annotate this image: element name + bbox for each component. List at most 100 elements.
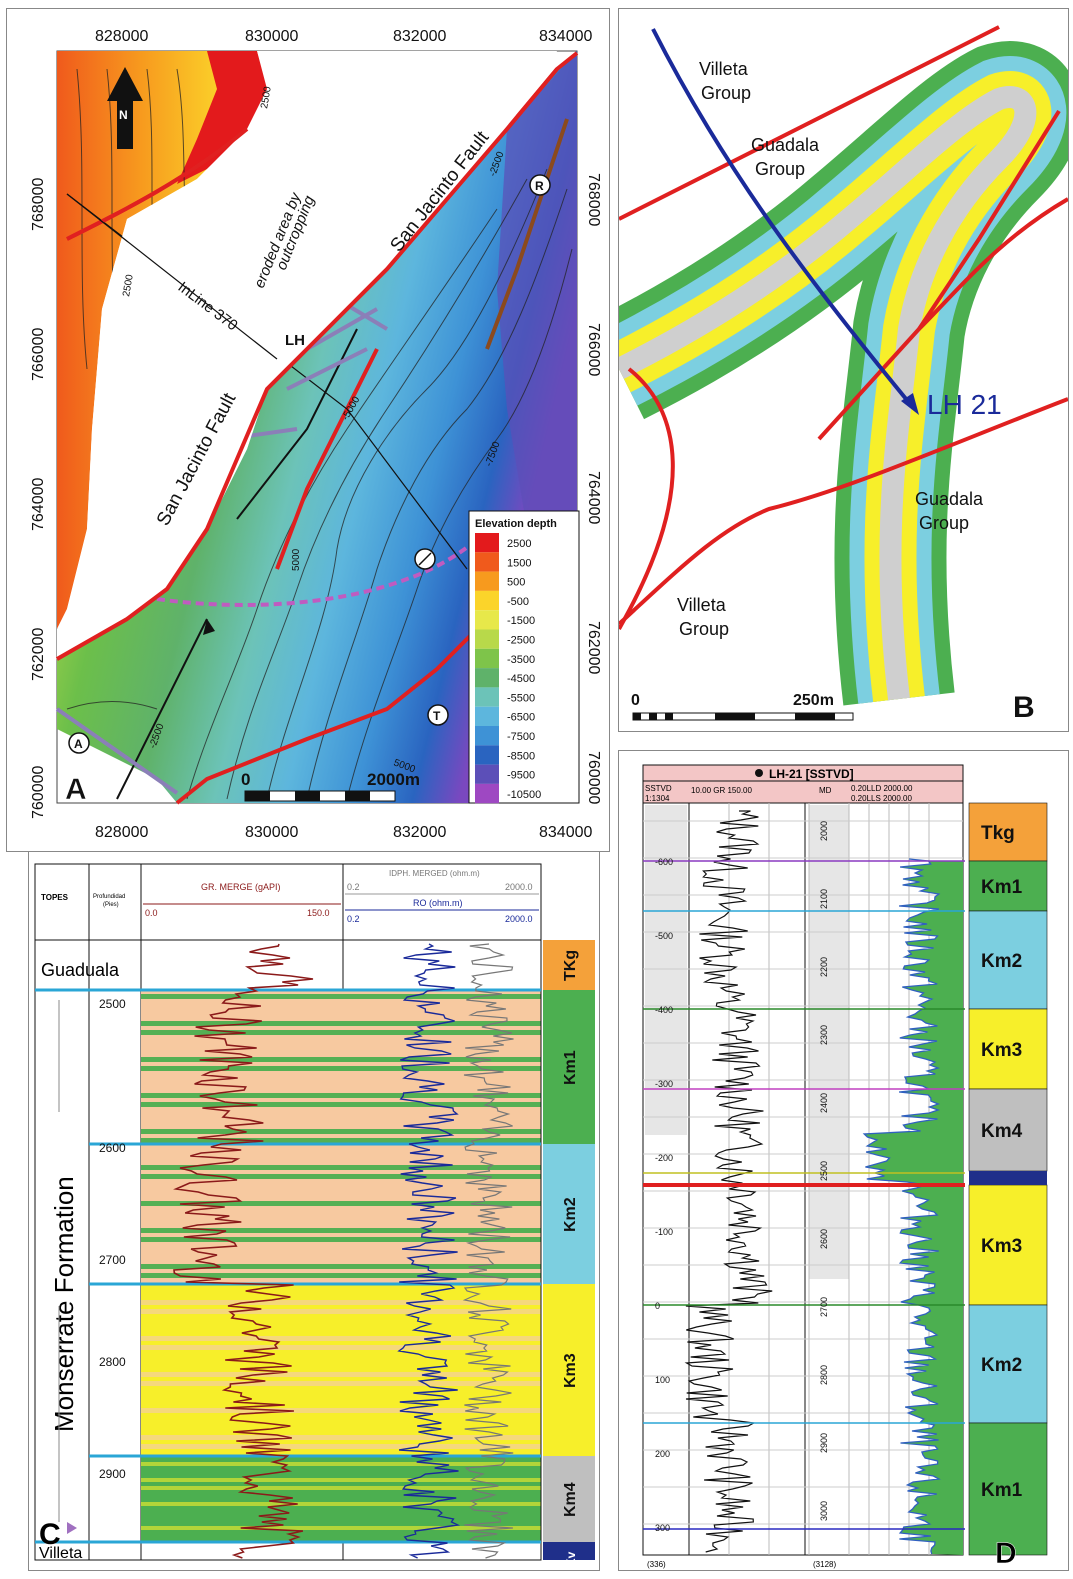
- marker-triangle-icon: [67, 1522, 77, 1534]
- well-label: LH 21: [927, 389, 1002, 420]
- zone-label: Tkg: [981, 823, 1015, 844]
- depth-2900: 2900: [99, 1467, 126, 1481]
- legend-label: 500: [507, 577, 525, 589]
- gr-min: 0.0: [145, 908, 158, 918]
- d-bottom-left: (336): [647, 1560, 666, 1569]
- panel-b-cross-section: LH 21 Villeta Group Guadala Group Guadal…: [618, 8, 1069, 732]
- elevation-legend: Elevation depth 2500 1500 500 -500 -1500 -250…: [469, 511, 579, 803]
- y-tick-left-5: 760000: [30, 766, 47, 819]
- guadala-top-2: Group: [755, 159, 805, 179]
- depth-2700: 2700: [99, 1253, 126, 1267]
- idph-title: IDPH. MERGED (ohm.m): [389, 869, 480, 878]
- zone-label: Km4: [981, 1121, 1023, 1142]
- x-tick-bottom-1: 828000: [95, 824, 148, 841]
- x-tick-top-1: 828000: [95, 28, 148, 45]
- marker-well-symbol: [415, 549, 435, 569]
- ro-max: 2000.0: [505, 914, 533, 924]
- legend-swatch: [475, 572, 499, 591]
- log-d-title: LH-21 [SSTVD]: [769, 767, 854, 781]
- y-tick-right-2: 766000: [585, 323, 602, 376]
- legend-swatch: [475, 687, 499, 706]
- x-tick-bottom-3: 832000: [393, 824, 446, 841]
- legend-swatch: [475, 668, 499, 687]
- marker-t: T: [428, 705, 448, 725]
- zone-label: Km1: [981, 1480, 1023, 1501]
- md-tick: 2700: [819, 1297, 829, 1317]
- zone-label: Km2: [562, 1197, 579, 1232]
- y-tick-left-3: 764000: [30, 478, 47, 531]
- sstvd-tick: 100: [655, 1375, 670, 1385]
- legend-swatch: [475, 765, 499, 784]
- legend-label: -3500: [507, 654, 535, 666]
- legend-label: -7500: [507, 731, 535, 743]
- h-lld: 0.20LLD 2000.00: [851, 784, 913, 793]
- x-tick-top-3: 832000: [393, 28, 446, 45]
- villeta-bottom-2: Group: [679, 619, 729, 639]
- legend-label: -1500: [507, 615, 535, 627]
- depth-2800: 2800: [99, 1355, 126, 1369]
- marker-r-label: R: [535, 179, 544, 193]
- guaduala-label: Guaduala: [41, 960, 120, 980]
- legend-label: 1500: [507, 557, 531, 569]
- marker-a-label: A: [74, 737, 83, 751]
- panel-c-well-log: TOPES Profundidad (Pies) GR. MERGE (gAPI…: [28, 851, 600, 1571]
- sstvd-tick: 200: [655, 1449, 670, 1459]
- panel-d-well-log: LH-21 [SSTVD] SSTVD 1:1304 10.00 GR 150.…: [618, 750, 1069, 1571]
- idph-max: 2000.0: [505, 882, 533, 892]
- depth-2500: 2500: [99, 997, 126, 1011]
- gr-max: 150.0: [307, 908, 330, 918]
- depth-2600: 2600: [99, 1141, 126, 1155]
- sstvd-tick: -100: [655, 1227, 673, 1237]
- y-tick-right-4: 762000: [585, 621, 602, 674]
- villeta-top-1: Villeta: [699, 59, 749, 79]
- x-tick-top-2: 830000: [245, 28, 298, 45]
- zone-label: Km2: [981, 1355, 1022, 1376]
- legend-title: Elevation depth: [475, 518, 557, 530]
- y-tick-right-5: 760000: [585, 751, 602, 804]
- legend-swatch: [475, 649, 499, 668]
- md-tick: 2900: [819, 1433, 829, 1453]
- legend-label: -6500: [507, 712, 535, 724]
- legend-label: -500: [507, 596, 529, 608]
- sstvd-tick: 300: [655, 1523, 670, 1533]
- marker-t-label: T: [433, 709, 441, 723]
- x-tick-top-4: 834000: [539, 28, 592, 45]
- villeta-bottom-1: Villeta: [677, 595, 727, 615]
- sstvd-tick: -200: [655, 1153, 673, 1163]
- legend-swatch: [475, 726, 499, 745]
- legend-label: -10500: [507, 789, 541, 801]
- ro-min: 0.2: [347, 914, 360, 924]
- legend-swatch: [475, 707, 499, 726]
- sstvd-tick: -300: [655, 1079, 673, 1089]
- h-lls: 0.20LLS 2000.00: [851, 794, 912, 803]
- north-label: N: [119, 108, 128, 122]
- header-prof2: (Pies): [103, 902, 119, 908]
- h-gr: 10.00 GR 150.00: [691, 786, 752, 795]
- legend-swatch: [475, 533, 499, 552]
- h-md: MD: [819, 786, 832, 795]
- md-tick: 2500: [819, 1161, 829, 1181]
- x-tick-bottom-4: 834000: [539, 824, 592, 841]
- y-tick-right-3: 764000: [585, 471, 602, 524]
- x-tick-bottom-2: 830000: [245, 824, 298, 841]
- legend-label: -4500: [507, 673, 535, 685]
- y-tick-left-1: 768000: [30, 178, 47, 231]
- h-scale: 1:1304: [645, 794, 670, 803]
- legend-swatch: [475, 745, 499, 764]
- legend-swatch: [475, 610, 499, 629]
- ro-title: RO (ohm.m): [413, 898, 463, 908]
- md-tick: 3000: [819, 1501, 829, 1521]
- guadala-right-1: Guadala: [915, 489, 984, 509]
- zone-label: Km1: [562, 1050, 579, 1085]
- marker-r: R: [530, 175, 550, 195]
- legend-swatch: [475, 591, 499, 610]
- guadala-right-2: Group: [919, 513, 969, 533]
- legend-label: -2500: [507, 635, 535, 647]
- d-bottom-md: (3128): [813, 1560, 836, 1569]
- legend-label: 2500: [507, 538, 531, 550]
- scale-a-end: 2000m: [367, 770, 420, 789]
- md-tick: 2200: [819, 957, 829, 977]
- idph-min: 0.2: [347, 882, 360, 892]
- md-tick: 2600: [819, 1229, 829, 1249]
- sstvd-tick: 0: [655, 1301, 660, 1311]
